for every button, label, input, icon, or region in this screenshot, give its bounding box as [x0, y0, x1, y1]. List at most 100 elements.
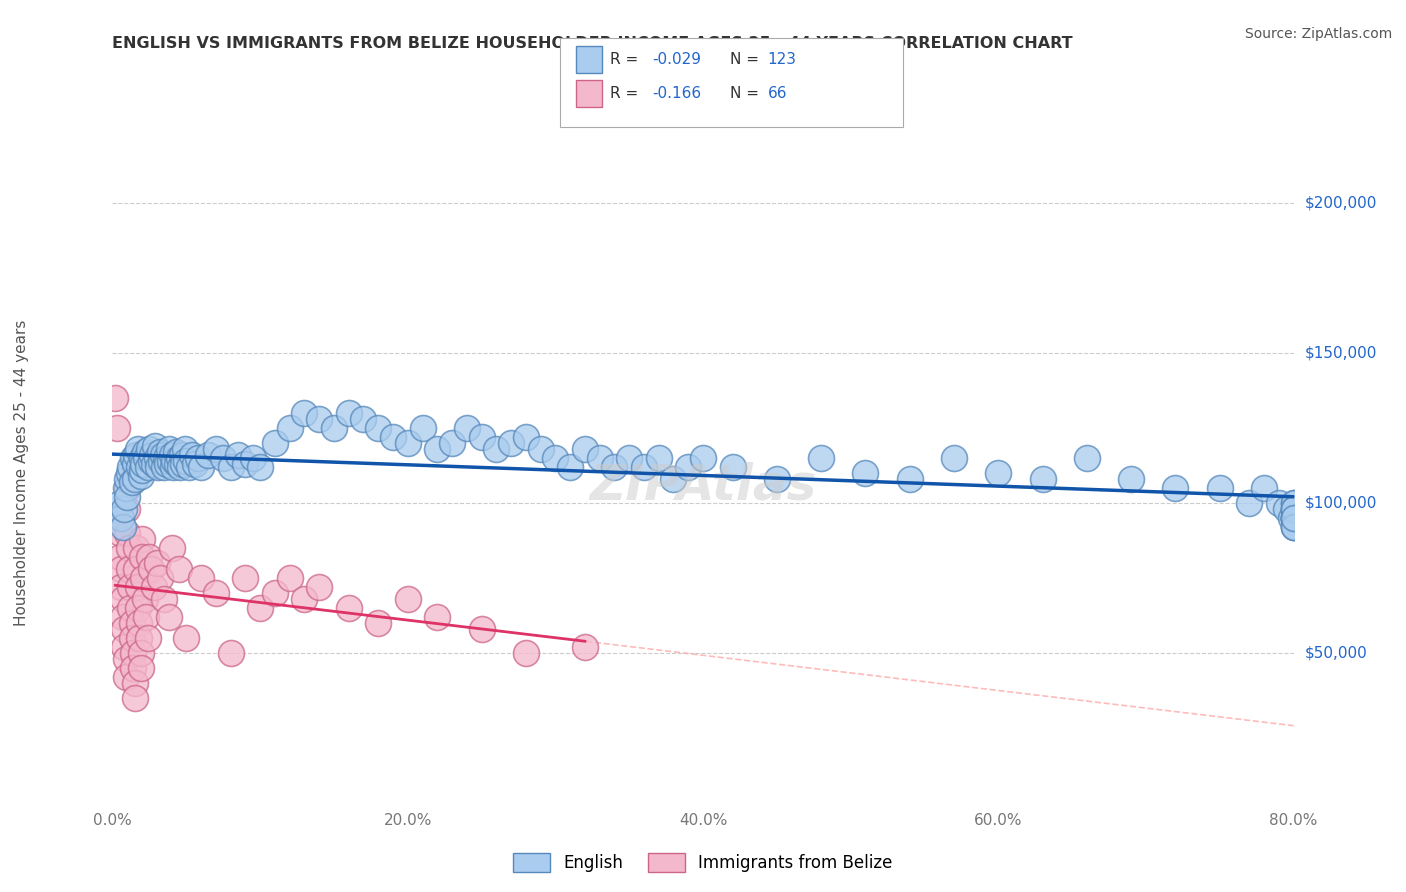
Point: [205, 442, 228, 456]
Point: [337, 600, 360, 615]
Point: [153, 459, 176, 474]
Point: [141, 448, 163, 462]
Point: [249, 459, 271, 474]
Point: [142, 580, 165, 594]
Point: [173, 442, 195, 456]
Point: [574, 640, 596, 654]
Point: [308, 580, 330, 594]
Point: [160, 541, 183, 555]
Point: [139, 454, 162, 468]
Point: [125, 562, 148, 576]
Point: [155, 450, 177, 465]
Point: [647, 450, 671, 465]
Point: [337, 406, 360, 420]
Point: [1282, 501, 1305, 516]
Point: [233, 571, 256, 585]
Point: [174, 631, 197, 645]
Point: [149, 444, 172, 458]
Point: [149, 571, 172, 585]
Text: Householder Income Ages 25 - 44 years: Householder Income Ages 25 - 44 years: [14, 319, 28, 626]
Point: [131, 463, 153, 477]
Point: [264, 586, 287, 600]
Point: [129, 646, 152, 660]
Point: [574, 442, 596, 456]
Point: [558, 459, 582, 474]
Point: [127, 442, 149, 456]
Point: [129, 661, 152, 675]
Point: [124, 675, 146, 690]
Point: [114, 670, 136, 684]
Text: $100,000: $100,000: [1305, 495, 1376, 510]
Text: -0.166: -0.166: [652, 87, 702, 101]
Point: [470, 622, 494, 636]
Point: [124, 472, 146, 486]
Point: [122, 450, 145, 465]
Text: $200,000: $200,000: [1305, 195, 1376, 211]
Text: Source: ZipAtlas.com: Source: ZipAtlas.com: [1244, 27, 1392, 41]
Point: [197, 448, 219, 462]
Point: [150, 454, 173, 468]
Point: [112, 501, 135, 516]
Point: [1282, 510, 1305, 524]
Point: [104, 391, 127, 405]
Point: [184, 457, 207, 471]
Point: [128, 459, 150, 474]
Point: [146, 556, 169, 570]
Point: [108, 496, 131, 510]
Point: [1282, 520, 1305, 534]
Point: [134, 591, 156, 606]
Point: [114, 481, 136, 495]
Point: [127, 600, 149, 615]
Point: [219, 646, 242, 660]
Point: [165, 444, 187, 458]
Point: [138, 549, 160, 564]
Point: [166, 457, 188, 471]
Point: [108, 549, 131, 564]
Point: [1032, 472, 1054, 486]
Point: [501, 435, 523, 450]
Point: [121, 631, 143, 645]
Point: [692, 450, 714, 465]
Point: [1282, 496, 1305, 510]
Point: [529, 442, 551, 456]
Point: [323, 421, 346, 435]
Point: [308, 411, 330, 425]
Text: 66: 66: [768, 87, 787, 101]
Point: [855, 466, 877, 480]
Point: [278, 421, 301, 435]
Text: -0.029: -0.029: [652, 53, 702, 67]
Point: [125, 448, 148, 462]
Text: 123: 123: [768, 53, 797, 67]
Point: [170, 448, 193, 462]
Text: ENGLISH VS IMMIGRANTS FROM BELIZE HOUSEHOLDER INCOME AGES 25 - 44 YEARS CORRELAT: ENGLISH VS IMMIGRANTS FROM BELIZE HOUSEH…: [112, 36, 1073, 51]
Point: [544, 450, 567, 465]
Point: [181, 448, 204, 462]
Point: [619, 450, 641, 465]
Point: [112, 622, 135, 636]
Point: [172, 457, 194, 471]
Point: [1208, 481, 1232, 495]
Point: [110, 580, 132, 594]
Point: [160, 448, 183, 462]
Point: [135, 450, 157, 465]
Point: [132, 571, 155, 585]
Point: [152, 448, 174, 462]
Point: [162, 459, 184, 474]
Point: [111, 609, 134, 624]
Text: $150,000: $150,000: [1305, 345, 1376, 360]
Point: [125, 541, 148, 555]
Text: R =: R =: [610, 87, 644, 101]
Text: $50,000: $50,000: [1305, 645, 1368, 660]
Point: [1119, 472, 1142, 486]
Point: [163, 454, 186, 468]
Point: [134, 444, 156, 458]
Point: [721, 459, 744, 474]
Point: [111, 591, 134, 606]
Point: [138, 442, 160, 456]
Point: [242, 450, 264, 465]
Point: [122, 646, 145, 660]
Point: [117, 490, 138, 504]
Point: [118, 562, 141, 576]
Point: [128, 631, 150, 645]
Point: [987, 466, 1010, 480]
